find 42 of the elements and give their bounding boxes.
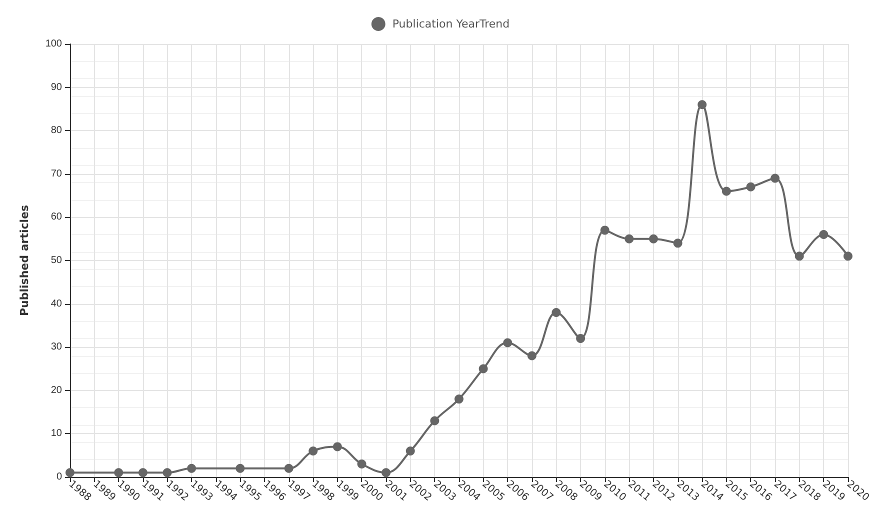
point: [819, 230, 828, 240]
point: [770, 174, 780, 183]
legend-label: Publication YearTrend: [392, 18, 510, 30]
point: [600, 226, 610, 235]
point: [162, 468, 172, 478]
point: [746, 182, 756, 192]
point: [187, 464, 196, 473]
y-tick-label: 20: [50, 384, 62, 396]
y-tick-label: 0: [56, 472, 62, 482]
point: [478, 364, 488, 374]
point: [284, 464, 294, 473]
point: [673, 238, 682, 248]
point: [454, 394, 464, 404]
point: [503, 338, 512, 348]
point: [722, 186, 731, 196]
point: [794, 252, 804, 261]
point: [698, 100, 707, 110]
point: [844, 252, 852, 261]
point: [430, 416, 440, 426]
point: [552, 308, 561, 317]
point: [138, 468, 148, 478]
y-tick-label: 100: [45, 38, 62, 50]
y-tick-label: 10: [50, 428, 62, 440]
point: [308, 446, 318, 456]
point: [576, 334, 586, 343]
point: [527, 351, 536, 360]
point: [649, 234, 658, 244]
y-tick-label: 50: [50, 255, 62, 266]
point: [382, 468, 391, 478]
y-tick-label: 90: [50, 82, 62, 93]
point: [357, 460, 366, 469]
y-axis-title: Published articles: [18, 204, 31, 316]
point: [624, 234, 634, 244]
y-tick-label: 80: [50, 125, 62, 136]
point: [332, 442, 342, 452]
y-tick-label: 70: [50, 168, 62, 180]
point: [114, 468, 124, 478]
y-tick-label: 60: [50, 212, 62, 223]
y-tick-label: 40: [50, 298, 62, 310]
y-tick-label: 30: [50, 342, 62, 353]
point: [236, 464, 245, 473]
point: [406, 446, 415, 456]
